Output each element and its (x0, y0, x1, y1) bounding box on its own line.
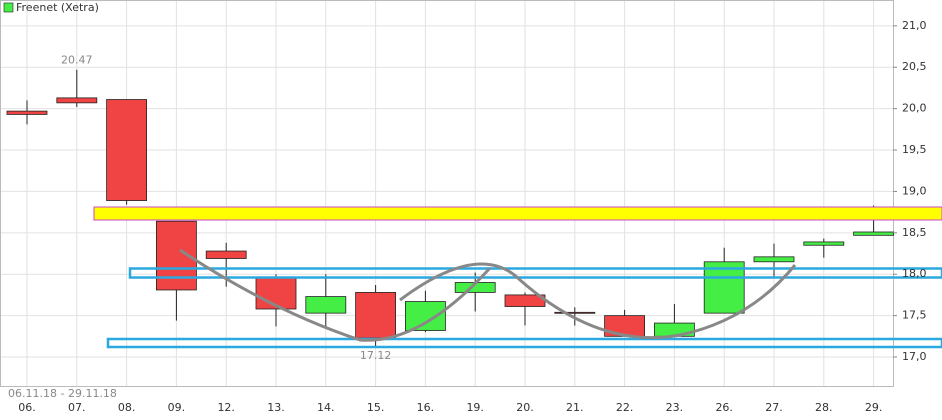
annotation: 20.47 (61, 54, 93, 67)
x-tick-label: 29. (865, 401, 883, 414)
x-tick-label: 20. (516, 401, 534, 414)
legend-label: Freenet (Xetra) (16, 1, 99, 14)
x-tick-label: 27. (765, 401, 783, 414)
annotation: 17.12 (360, 349, 392, 362)
x-tick-label: 14. (317, 401, 335, 414)
y-tick-label: 21,0 (902, 19, 927, 32)
candle-body (355, 292, 397, 339)
y-tick-label: 20,5 (902, 60, 927, 73)
candle-body (255, 277, 297, 310)
x-tick-label: 22. (616, 401, 634, 414)
y-tick-label: 19,5 (902, 143, 927, 156)
y-tick-label: 17,0 (902, 350, 927, 363)
x-tick-label: 13. (267, 401, 285, 414)
x-tick-label: 19. (466, 401, 484, 414)
x-tick-label: 15. (367, 401, 385, 414)
trend-curve (399, 262, 797, 340)
candle-body (305, 296, 347, 314)
trend-curve (179, 248, 492, 342)
candle-body (803, 241, 845, 246)
x-tick-label: 09. (168, 401, 186, 414)
candle-body (703, 261, 745, 314)
x-tick-label: 06. (18, 401, 36, 414)
candle-body (6, 110, 48, 115)
candle-body (404, 301, 446, 331)
y-tick-label: 17,5 (902, 309, 927, 322)
x-tick-label: 23. (666, 401, 684, 414)
candle-body (853, 231, 894, 236)
x-tick-label: 12. (217, 401, 235, 414)
y-tick-label: 20,0 (902, 102, 927, 115)
x-tick-label: 28. (815, 401, 833, 414)
candle-body (205, 250, 247, 259)
overlays (93, 206, 942, 349)
yellow-band (93, 206, 942, 221)
candle-body (56, 97, 98, 104)
candle-body (554, 311, 596, 314)
x-tick-label: 08. (118, 401, 136, 414)
blue-band (106, 337, 942, 349)
y-tick-label: 19,0 (902, 184, 927, 197)
x-tick-label: 26. (715, 401, 733, 414)
x-tick-label: 21. (566, 401, 584, 414)
legend-swatch (3, 2, 14, 13)
blue-band (128, 267, 942, 279)
candle-body (753, 256, 795, 263)
y-tick-label: 18,0 (902, 267, 927, 280)
x-tick-label: 07. (68, 401, 86, 414)
date-range: 06.11.18 - 29.11.18 (8, 387, 117, 400)
y-tick-label: 18,5 (902, 226, 927, 239)
candle-body (106, 99, 147, 201)
x-tick-label: 16. (417, 401, 435, 414)
plot-frame (0, 0, 894, 387)
